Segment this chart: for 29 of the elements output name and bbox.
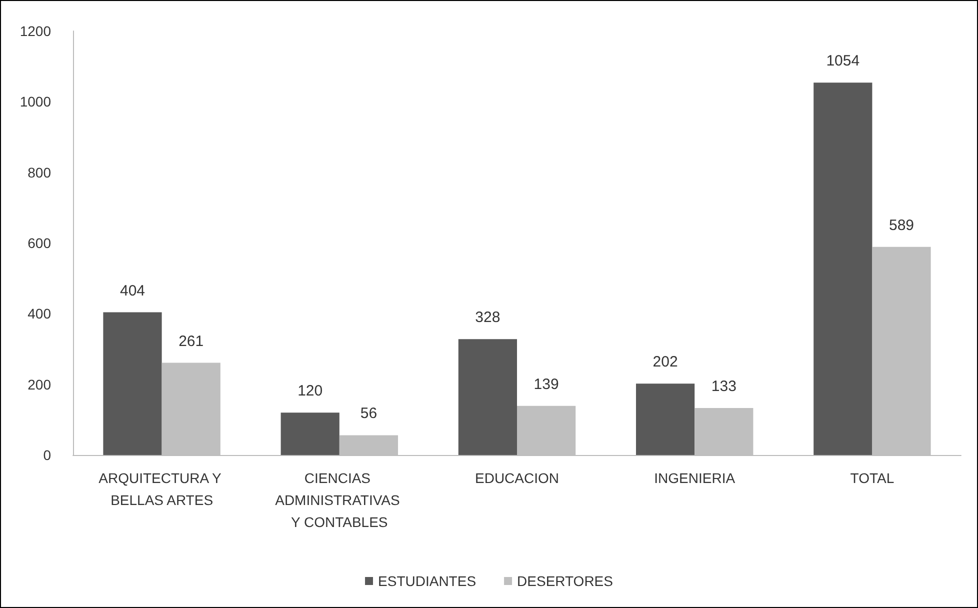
data-label: 261 [178,332,204,350]
data-label: 404 [120,282,146,300]
data-label: 120 [298,382,323,400]
bar [458,339,517,455]
legend-label: ESTUDIANTES [378,573,476,589]
bar [103,312,162,455]
data-label: 328 [475,309,500,326]
x-tick-label: ARQUITECTURA Y BELLAS ARTES [98,470,225,508]
x-tick-label: EDUCACION [474,470,560,486]
y-tick-label: 1200 [20,23,52,39]
bar [636,384,695,455]
bar [280,412,340,455]
data-label: 56 [360,405,378,422]
data-label: 1054 [826,52,860,70]
x-tick-label: INGENIERIA [654,470,736,486]
x-tick-label: CIENCIAS ADMINISTRATIVAS Y CONTABLES [275,470,404,530]
x-tick-label: TOTAL [850,470,894,486]
data-label: 139 [534,376,559,393]
y-tick-label: 200 [28,376,52,392]
bar [814,82,872,455]
data-label: 133 [711,378,736,396]
legend-label: DESERTORES [517,573,613,589]
data-label: 589 [888,216,914,234]
y-tick-label: 600 [28,235,52,251]
y-tick-label: 1000 [20,94,52,110]
y-tick-label: 800 [28,164,52,180]
y-tick-label: 0 [43,447,52,463]
data-label: 202 [652,354,678,371]
y-tick-label: 400 [28,306,52,322]
